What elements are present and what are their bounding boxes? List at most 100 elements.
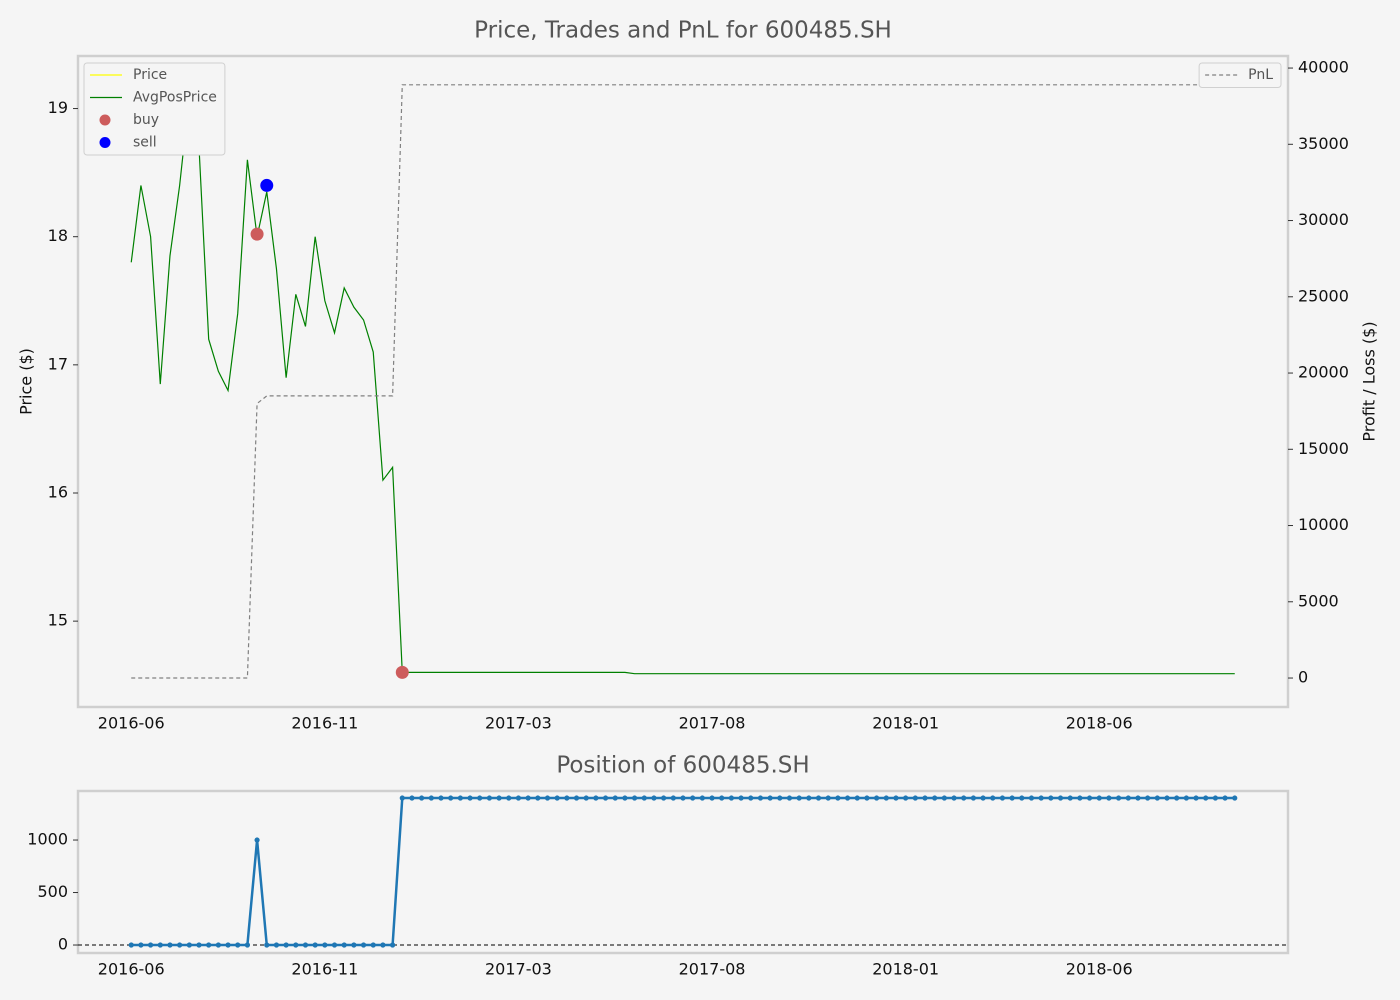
- y2-tick-label: 30000: [1298, 210, 1349, 229]
- point-marker: [525, 795, 531, 801]
- y2-tick-label: 25000: [1298, 286, 1349, 305]
- point-marker: [1212, 795, 1218, 801]
- point-marker: [1154, 795, 1160, 801]
- x-tick-label: 2016-06: [98, 714, 165, 733]
- y-tick-label: 1000: [27, 830, 68, 849]
- point-marker: [893, 795, 899, 801]
- plot-area: [76, 789, 1290, 955]
- x-tick-label: 2016-06: [98, 960, 165, 979]
- point-marker: [302, 942, 309, 948]
- point-marker: [970, 795, 977, 801]
- point-marker: [680, 795, 686, 801]
- point-marker: [177, 942, 183, 948]
- x-tick-label: 2017-03: [485, 960, 552, 979]
- point-marker: [941, 795, 947, 801]
- legend-label: Price: [133, 67, 167, 83]
- point-marker: [593, 795, 599, 801]
- point-marker: [322, 942, 328, 948]
- point-marker: [506, 795, 512, 801]
- point-marker: [1106, 795, 1112, 801]
- y-tick-label: 0: [58, 935, 68, 954]
- point-marker: [215, 942, 221, 948]
- y2-tick-label: 40000: [1298, 58, 1349, 77]
- x-tick-label: 2016-11: [291, 714, 358, 733]
- point-marker: [728, 795, 735, 801]
- point-marker: [535, 795, 541, 801]
- point-marker: [912, 795, 918, 801]
- series-line: [130, 95, 1235, 675]
- point-marker: [264, 942, 270, 948]
- y2-tick-label: 5000: [1298, 591, 1339, 610]
- point-marker: [225, 942, 231, 948]
- point-marker: [709, 795, 715, 801]
- point-marker: [351, 942, 357, 948]
- point-marker: [777, 795, 783, 801]
- point-marker: [854, 795, 860, 801]
- point-marker: [719, 795, 725, 801]
- point-marker: [399, 795, 405, 801]
- point-marker: [883, 795, 889, 801]
- point-marker: [1222, 795, 1228, 801]
- point-marker: [428, 795, 434, 801]
- plot-area: [76, 54, 1290, 709]
- point-marker: [748, 795, 754, 801]
- point-marker: [196, 942, 202, 948]
- point-marker: [438, 795, 444, 801]
- point-marker: [283, 942, 289, 948]
- point-marker: [661, 795, 667, 801]
- point-marker: [370, 942, 376, 948]
- point-marker: [1019, 795, 1025, 801]
- point-marker: [990, 795, 996, 801]
- point-marker: [767, 795, 773, 801]
- y2-tick-label: 15000: [1298, 439, 1349, 458]
- x-tick-label: 2017-08: [679, 714, 746, 733]
- legend-label: PnL: [1248, 67, 1273, 83]
- point-marker: [815, 795, 822, 801]
- point-marker: [409, 795, 415, 801]
- point-marker: [1096, 795, 1102, 801]
- point-marker: [796, 795, 802, 801]
- point-marker: [167, 942, 173, 948]
- point-marker: [1145, 795, 1151, 801]
- y2-tick-label: 35000: [1298, 134, 1349, 153]
- point-marker: [757, 795, 764, 801]
- point-marker: [273, 942, 280, 948]
- y-tick-label: 500: [37, 882, 68, 901]
- trade-marker: [260, 178, 274, 192]
- point-marker: [515, 795, 522, 801]
- point-marker: [835, 795, 841, 801]
- point-marker: [157, 942, 163, 948]
- point-marker: [380, 942, 386, 948]
- chart-title: Price, Trades and PnL for 600485.SH: [474, 18, 892, 44]
- x-tick-label: 2016-11: [291, 960, 358, 979]
- x-tick-label: 2018-06: [1066, 714, 1133, 733]
- point-marker: [1086, 795, 1093, 801]
- point-marker: [544, 795, 551, 801]
- point-marker: [651, 795, 657, 801]
- point-marker: [1038, 795, 1044, 801]
- point-marker: [738, 795, 744, 801]
- point-marker: [980, 795, 986, 801]
- point-marker: [186, 942, 192, 948]
- point-marker: [1183, 795, 1189, 801]
- point-marker: [390, 942, 396, 948]
- point-marker: [602, 795, 609, 801]
- point-marker: [573, 795, 580, 801]
- point-marker: [128, 942, 134, 948]
- point-marker: [1067, 795, 1073, 801]
- point-marker: [293, 942, 299, 948]
- point-marker: [641, 795, 647, 801]
- point-marker: [1232, 795, 1238, 801]
- point-marker: [612, 795, 618, 801]
- point-marker: [951, 795, 957, 801]
- y-tick-label: 18: [48, 226, 68, 245]
- x-tick-label: 2018-01: [872, 960, 939, 979]
- point-marker: [1135, 795, 1141, 801]
- point-marker: [961, 795, 967, 801]
- point-marker: [1077, 795, 1083, 801]
- point-marker: [457, 795, 463, 801]
- point-marker: [632, 795, 638, 801]
- y-tick-label: 17: [48, 354, 68, 373]
- series-line: [131, 84, 1235, 679]
- y2-tick-label: 20000: [1298, 363, 1349, 382]
